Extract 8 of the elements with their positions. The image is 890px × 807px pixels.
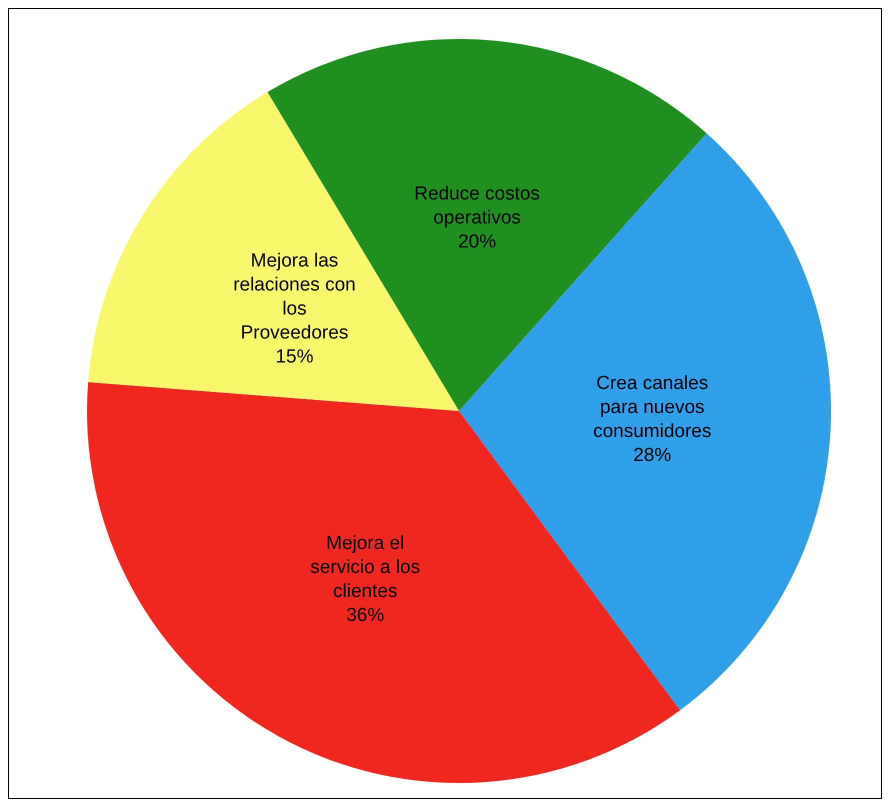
slice-label: Mejora las relaciones con los Proveedores: [233, 250, 356, 344]
slice-label: Crea canales para nuevos consumidores: [593, 372, 712, 442]
data-label: 15%: [275, 346, 314, 368]
data-label: 28%: [633, 444, 672, 466]
slice-label: Mejora el servicio a los clientes: [310, 533, 420, 602]
data-label: 20%: [458, 231, 496, 252]
data-label: 36%: [346, 605, 384, 626]
slice-label: Reduce costos operativos: [414, 183, 540, 228]
